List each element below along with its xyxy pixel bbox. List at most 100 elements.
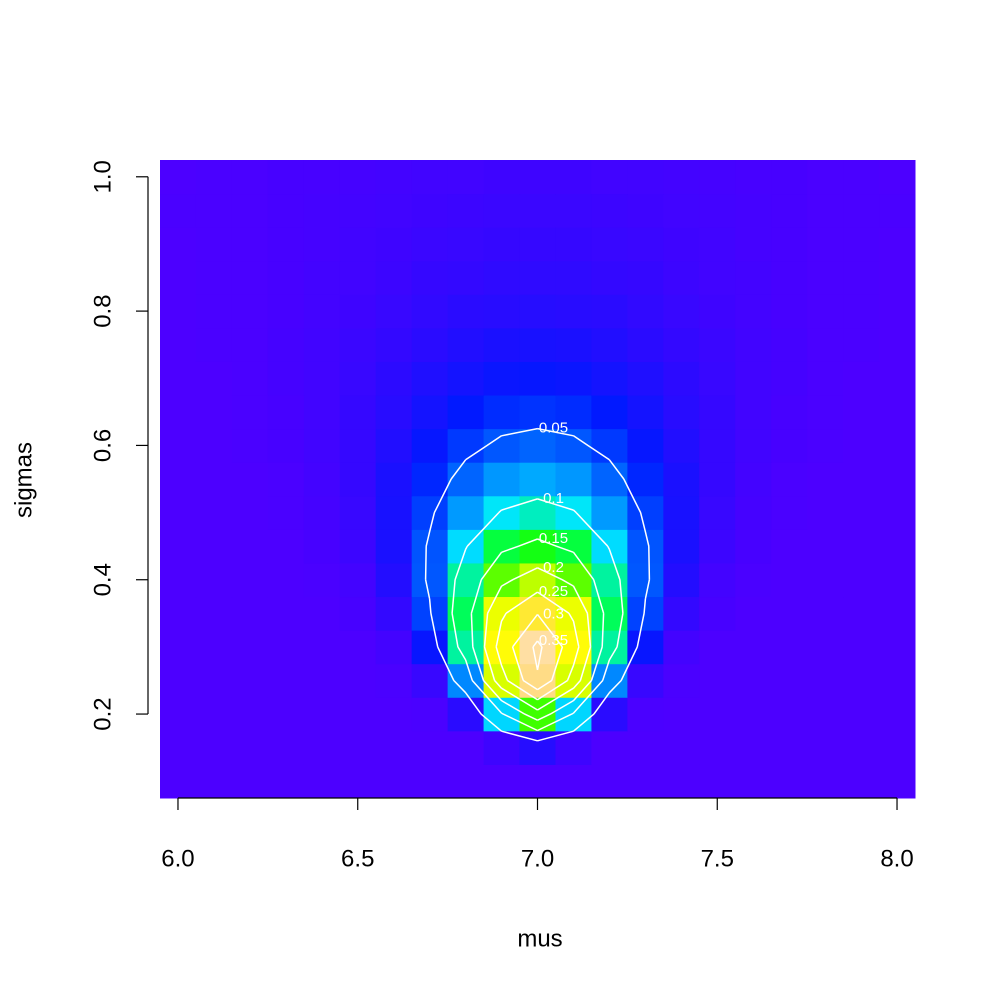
- heat-cell: [699, 697, 736, 732]
- heat-cell: [160, 663, 197, 698]
- heat-cell: [267, 327, 305, 362]
- heat-cell: [267, 160, 305, 195]
- heat-cell: [339, 294, 377, 329]
- heat-cell: [771, 227, 808, 262]
- heat-cell: [411, 730, 449, 765]
- heat-cell: [627, 462, 664, 497]
- heat-cell: [195, 529, 233, 564]
- heat-cell: [591, 462, 628, 497]
- heat-cell: [699, 495, 736, 530]
- heat-cell: [807, 663, 844, 698]
- heat-cell: [843, 361, 880, 396]
- heat-cell: [879, 227, 916, 262]
- heat-cell: [627, 428, 664, 463]
- heat-cell: [303, 462, 341, 497]
- heat-cell: [303, 730, 341, 765]
- heat-cell: [195, 428, 233, 463]
- heat-cell: [771, 294, 808, 329]
- heat-cell: [339, 395, 377, 430]
- heat-cell: [231, 697, 269, 732]
- heat-cell: [483, 663, 521, 698]
- heat-cell: [843, 160, 880, 195]
- heat-cell: [663, 428, 700, 463]
- heat-cell: [699, 562, 736, 598]
- heat-cell: [627, 327, 664, 362]
- heat-cell: [411, 764, 449, 799]
- heat-cell: [411, 428, 449, 463]
- heat-cell: [160, 764, 197, 799]
- heat-cell: [591, 764, 628, 799]
- heat-cell: [663, 395, 700, 430]
- heat-cell: [771, 462, 808, 497]
- heat-cell: [699, 327, 736, 362]
- heat-cell: [483, 596, 521, 631]
- heat-cell: [591, 294, 628, 329]
- heat-cell: [627, 663, 664, 698]
- heat-cell: [843, 193, 880, 228]
- heat-cell: [519, 294, 556, 329]
- heat-cell: [339, 596, 377, 631]
- heat-cell: [555, 361, 592, 396]
- heat-cell: [231, 294, 269, 329]
- heat-cell: [195, 193, 233, 228]
- heat-cell: [735, 630, 772, 665]
- heat-cell: [303, 697, 341, 732]
- heat-cell: [231, 193, 269, 228]
- heat-cell: [303, 193, 341, 228]
- heat-cell: [375, 395, 413, 430]
- heat-cell: [375, 764, 413, 799]
- heat-cell: [519, 193, 556, 228]
- heat-cell: [519, 428, 556, 463]
- heat-cell: [483, 395, 521, 430]
- heat-cell: [447, 764, 485, 799]
- heat-cell: [303, 663, 341, 698]
- heat-cell: [519, 160, 556, 195]
- heat-cell: [195, 764, 233, 799]
- heat-cell: [663, 361, 700, 396]
- heat-cell: [627, 227, 664, 262]
- heat-cell: [375, 227, 413, 262]
- contour-label: 0.15: [539, 530, 568, 547]
- contour-label: 0.1: [543, 490, 564, 507]
- heat-cell: [375, 294, 413, 329]
- heat-cell: [879, 193, 916, 228]
- heat-cell: [195, 495, 233, 530]
- heat-cell: [735, 663, 772, 698]
- heat-cell: [411, 630, 449, 665]
- heat-cell: [735, 764, 772, 799]
- heat-cell: [160, 361, 197, 396]
- heat-cell: [735, 260, 772, 295]
- heat-cell: [735, 395, 772, 430]
- heatmap: [160, 160, 916, 799]
- heat-cell: [375, 495, 413, 530]
- heat-cell: [267, 193, 305, 228]
- heat-cell: [411, 160, 449, 195]
- heat-cell: [483, 327, 521, 362]
- heat-cell: [663, 730, 700, 765]
- heat-cell: [160, 495, 197, 530]
- heat-cell: [231, 663, 269, 698]
- heat-cell: [771, 663, 808, 698]
- heat-cell: [303, 529, 341, 564]
- heat-cell: [879, 294, 916, 329]
- heat-cell: [447, 462, 485, 497]
- heat-cell: [411, 260, 449, 295]
- heat-cell: [627, 730, 664, 765]
- heat-cell: [591, 227, 628, 262]
- heat-cell: [303, 395, 341, 430]
- heat-cell: [771, 361, 808, 396]
- heat-cell: [375, 596, 413, 631]
- heat-cell: [807, 260, 844, 295]
- heat-cell: [339, 227, 377, 262]
- heat-cell: [339, 562, 377, 598]
- heat-cell: [160, 529, 197, 564]
- heat-cell: [807, 529, 844, 564]
- heat-cell: [879, 730, 916, 765]
- heat-cell: [555, 663, 592, 698]
- heat-cell: [411, 361, 449, 396]
- heat-cell: [735, 294, 772, 329]
- heat-cell: [483, 260, 521, 295]
- heat-cell: [807, 596, 844, 631]
- heat-cell: [160, 395, 197, 430]
- heat-cell: [339, 495, 377, 530]
